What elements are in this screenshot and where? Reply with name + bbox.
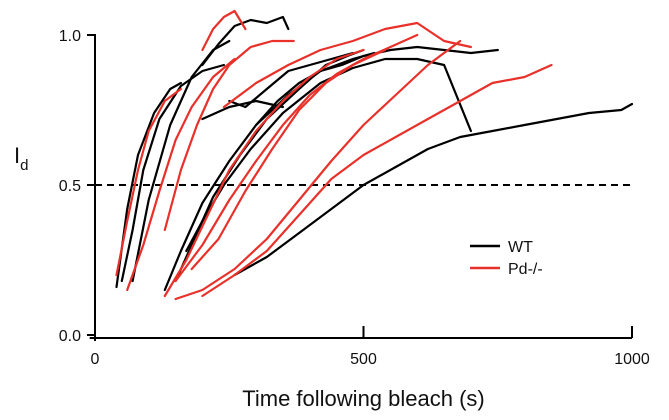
series-line-pd-13 — [126, 57, 236, 292]
series-line-wt-9 — [228, 51, 354, 109]
x-tick-label: 500 — [350, 351, 377, 368]
x-axis-title: Time following bleach (s) — [242, 386, 485, 411]
series-line-pd-19 — [222, 21, 472, 109]
y-axis-title-subscript: d — [20, 157, 28, 174]
y-axis-title: Id — [14, 143, 28, 174]
series-line-wt-4 — [201, 15, 290, 67]
y-tick-label: 0.5 — [59, 178, 81, 195]
series-line-pd-18 — [190, 48, 387, 271]
axis-labels: Time following bleach (s) Id — [14, 143, 485, 411]
y-axis-title-main: I — [14, 143, 20, 168]
series-line-wt-2 — [120, 63, 225, 283]
series-line-wt-10 — [201, 99, 284, 121]
y-tick-label: 1.0 — [59, 28, 81, 45]
series-line-pd-12 — [115, 87, 182, 277]
series-line-pd-21 — [201, 63, 553, 298]
legend-label: WT — [508, 239, 533, 256]
series-line-wt-1 — [115, 81, 182, 289]
series-line-pd-14 — [163, 39, 295, 232]
series-line-pd-15 — [201, 9, 247, 52]
series-line-pd-17 — [174, 33, 419, 283]
legend-label: Pd-/- — [508, 261, 543, 278]
y-tick-label: 0.0 — [59, 328, 81, 345]
series-line-pd-20 — [174, 39, 462, 301]
series-line-wt-8 — [255, 45, 499, 127]
series-layer — [115, 9, 634, 301]
x-tick-label: 1000 — [614, 351, 650, 368]
x-tick-label: 0 — [91, 351, 100, 368]
axes: 0.0 0.5 1.0 0 500 1000 — [59, 28, 650, 368]
series-line-wt-11 — [233, 102, 634, 277]
series-line-pd-16 — [163, 48, 365, 298]
legend: WT Pd-/- — [470, 239, 543, 278]
